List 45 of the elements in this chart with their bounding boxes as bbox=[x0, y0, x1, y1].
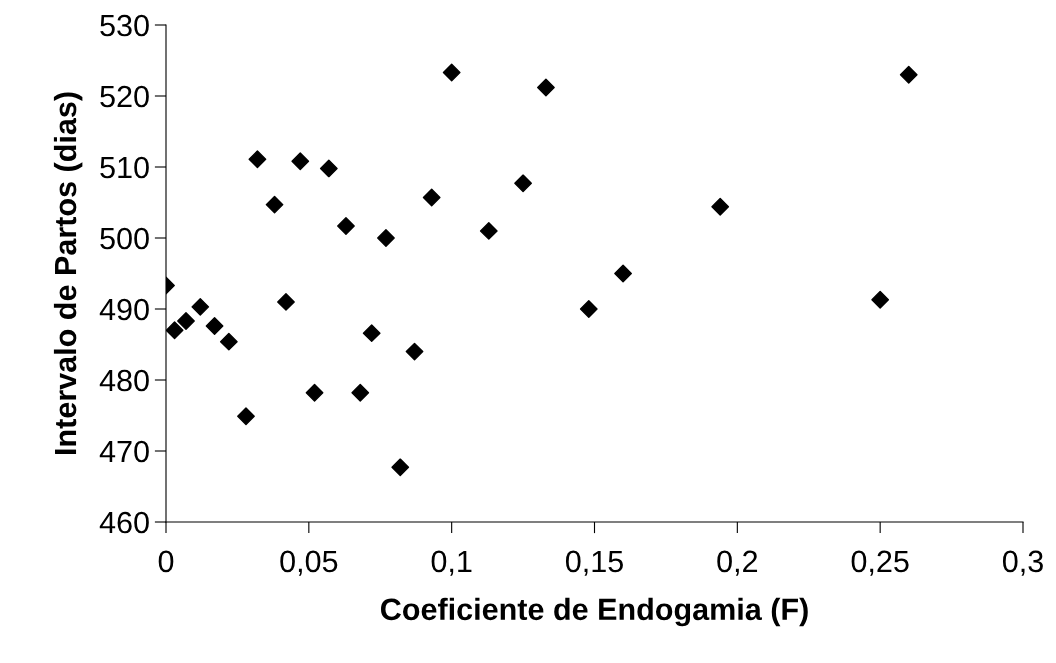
point bbox=[337, 217, 355, 235]
point bbox=[362, 324, 381, 343]
point bbox=[377, 229, 395, 247]
point bbox=[291, 152, 310, 171]
point bbox=[899, 65, 918, 84]
point bbox=[305, 383, 324, 402]
point bbox=[442, 63, 461, 82]
point bbox=[277, 292, 295, 311]
point bbox=[265, 195, 284, 214]
point bbox=[514, 174, 532, 193]
point bbox=[422, 188, 441, 207]
point bbox=[391, 458, 410, 477]
point bbox=[351, 383, 370, 402]
point bbox=[166, 321, 184, 340]
point bbox=[319, 159, 338, 178]
point bbox=[237, 407, 255, 426]
point bbox=[711, 197, 730, 216]
point bbox=[405, 342, 424, 361]
x-tick-label: 0,1 bbox=[431, 550, 472, 576]
y-tick-label: 480 bbox=[99, 369, 149, 392]
point bbox=[205, 317, 224, 335]
y-tick-label: 510 bbox=[100, 156, 149, 179]
point bbox=[219, 332, 238, 351]
x-tick-label: 0,3 bbox=[1002, 550, 1043, 576]
point bbox=[537, 78, 555, 97]
x-tick-label: 0,25 bbox=[851, 550, 909, 576]
point bbox=[191, 297, 210, 316]
x-axis-title: Coeficiente de Endogamia (F) bbox=[381, 597, 808, 627]
point bbox=[248, 150, 267, 169]
point bbox=[871, 290, 890, 309]
y-tick-label: 500 bbox=[100, 227, 149, 250]
y-tick-label: 530 bbox=[100, 14, 149, 37]
y-axis-title: Intervalo de Partos (dias) bbox=[53, 92, 83, 454]
point bbox=[579, 300, 598, 318]
x-tick-label: 0 bbox=[158, 550, 174, 573]
y-tick-label: 520 bbox=[100, 85, 149, 108]
point bbox=[177, 312, 195, 330]
y-tick-label: 460 bbox=[99, 511, 149, 534]
point bbox=[614, 264, 632, 283]
point bbox=[479, 221, 498, 240]
y-tick-label: 490 bbox=[99, 298, 149, 321]
x-tick-label: 0,05 bbox=[280, 550, 338, 576]
x-tick-label: 0,2 bbox=[717, 550, 758, 576]
x-tick-label: 0,15 bbox=[565, 550, 623, 576]
y-tick-label: 470 bbox=[99, 440, 149, 463]
